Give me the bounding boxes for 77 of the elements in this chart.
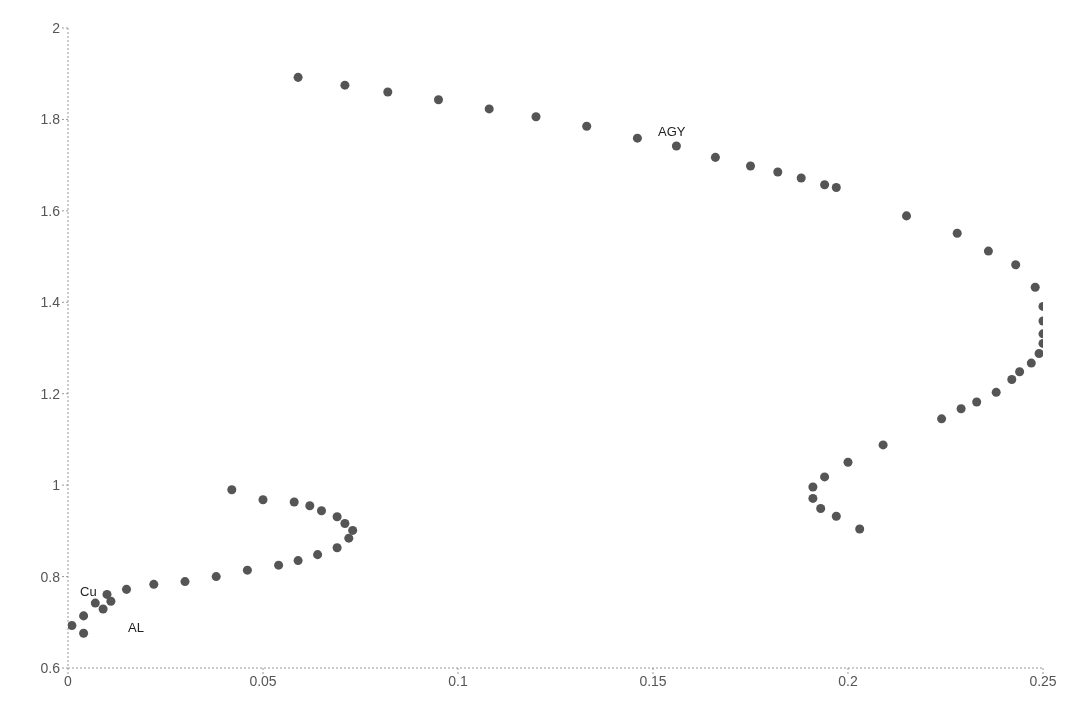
point <box>843 457 853 467</box>
point <box>227 485 237 495</box>
y-tick-label: 0.8 <box>40 568 61 585</box>
point <box>1015 367 1025 377</box>
x-tick-label: 0.2 <box>838 672 858 689</box>
point <box>242 565 252 575</box>
point <box>313 550 323 560</box>
x-tick-label: 0 <box>64 672 73 689</box>
x-tick-label: 0.15 <box>639 672 667 689</box>
x-tick-label: 0.25 <box>1029 672 1057 689</box>
point <box>991 387 1001 397</box>
point <box>68 620 77 630</box>
point <box>878 440 888 450</box>
point <box>1011 260 1021 270</box>
point <box>816 503 826 513</box>
y-tick-label: 1.4 <box>40 294 61 311</box>
point <box>937 414 947 424</box>
point <box>531 112 541 122</box>
point <box>79 628 89 638</box>
point <box>348 525 358 535</box>
annotation: Cu <box>80 584 97 599</box>
point <box>983 246 993 256</box>
point <box>332 543 342 553</box>
point <box>106 596 116 606</box>
point <box>820 180 830 190</box>
annotation: AGY <box>658 124 686 139</box>
point <box>808 482 818 492</box>
point <box>808 493 818 503</box>
point <box>274 560 284 570</box>
point <box>340 80 350 90</box>
point <box>710 152 720 162</box>
point <box>305 501 315 511</box>
point <box>956 404 966 414</box>
point <box>671 141 681 151</box>
point <box>901 211 912 221</box>
point <box>149 579 159 589</box>
point <box>433 95 444 105</box>
y-tick-label: 2 <box>52 19 61 36</box>
point <box>289 497 299 507</box>
point <box>90 598 100 608</box>
point <box>484 104 494 114</box>
point <box>180 577 190 587</box>
point <box>332 512 342 522</box>
point <box>820 472 830 482</box>
point <box>344 533 354 543</box>
point <box>1026 358 1036 368</box>
y-tick-label: 1 <box>52 477 61 494</box>
point <box>632 133 642 143</box>
point <box>796 173 806 183</box>
point <box>340 519 350 529</box>
point <box>745 161 756 171</box>
y-tick-label: 1.2 <box>40 385 61 402</box>
point <box>831 511 841 521</box>
x-tick-label: 0.1 <box>448 672 468 689</box>
point <box>972 397 982 407</box>
x-tick-label: 0.05 <box>249 672 277 689</box>
point <box>293 72 303 82</box>
point <box>316 506 327 516</box>
point <box>293 556 303 566</box>
point <box>98 604 108 614</box>
point <box>383 87 393 97</box>
point <box>773 167 783 177</box>
y-tick-label: 1.6 <box>40 202 61 219</box>
point <box>258 495 268 505</box>
y-tick-label: 0.6 <box>40 659 61 676</box>
point <box>952 228 962 238</box>
point <box>855 524 865 534</box>
point <box>79 611 89 621</box>
point <box>1007 375 1017 385</box>
y-tick-label: 1.8 <box>40 111 61 128</box>
point <box>211 572 221 582</box>
point <box>121 584 132 594</box>
point <box>582 121 592 131</box>
point <box>831 183 841 193</box>
annotation: AL <box>128 620 144 635</box>
point <box>1034 348 1043 358</box>
point <box>1030 282 1040 292</box>
